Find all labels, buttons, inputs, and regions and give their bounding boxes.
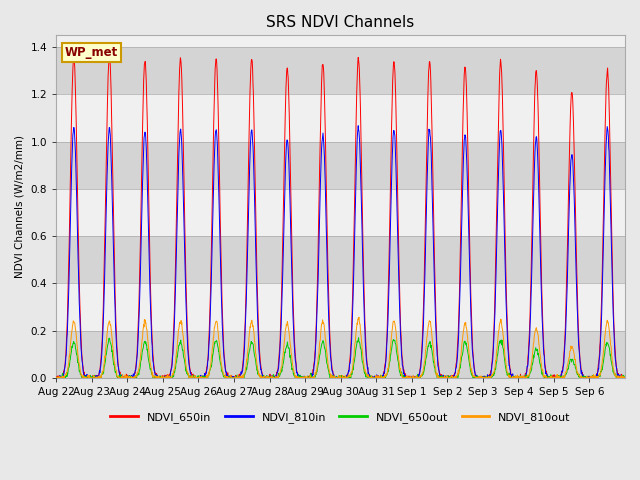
Y-axis label: NDVI Channels (W/m2/mm): NDVI Channels (W/m2/mm) (15, 135, 25, 278)
Bar (56, 283, 625, 331)
Bar (56, 142, 625, 189)
Legend: NDVI_650in, NDVI_810in, NDVI_650out, NDVI_810out: NDVI_650in, NDVI_810in, NDVI_650out, NDV… (106, 407, 575, 427)
Bar (56, 189, 625, 236)
Text: WP_met: WP_met (65, 46, 118, 59)
Title: SRS NDVI Channels: SRS NDVI Channels (266, 15, 415, 30)
Bar (56, 0, 625, 47)
Bar (56, 95, 625, 142)
Bar (56, 236, 625, 283)
Bar (56, 331, 625, 378)
Bar (56, 47, 625, 95)
